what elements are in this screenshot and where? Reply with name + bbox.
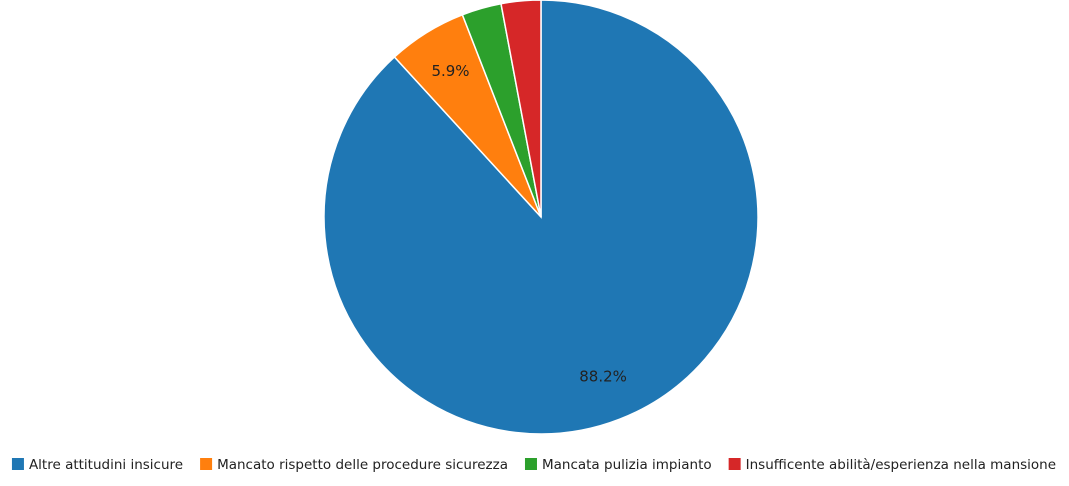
legend-swatch bbox=[728, 458, 741, 470]
legend-label: Mancato rispetto delle procedure sicurez… bbox=[217, 457, 508, 473]
legend-label: Mancata pulizia impianto bbox=[542, 457, 712, 473]
legend-swatch bbox=[200, 458, 213, 470]
data-label: 88.2% bbox=[579, 367, 627, 385]
data-label: 5.9% bbox=[431, 62, 469, 80]
legend-swatch bbox=[11, 458, 24, 470]
legend-swatch bbox=[524, 458, 537, 470]
legend-label: Insufficente abilità/esperienza nella ma… bbox=[746, 457, 1056, 473]
pie-slice bbox=[500, 0, 542, 218]
legend-label: Altre attitudini insicure bbox=[29, 457, 183, 473]
